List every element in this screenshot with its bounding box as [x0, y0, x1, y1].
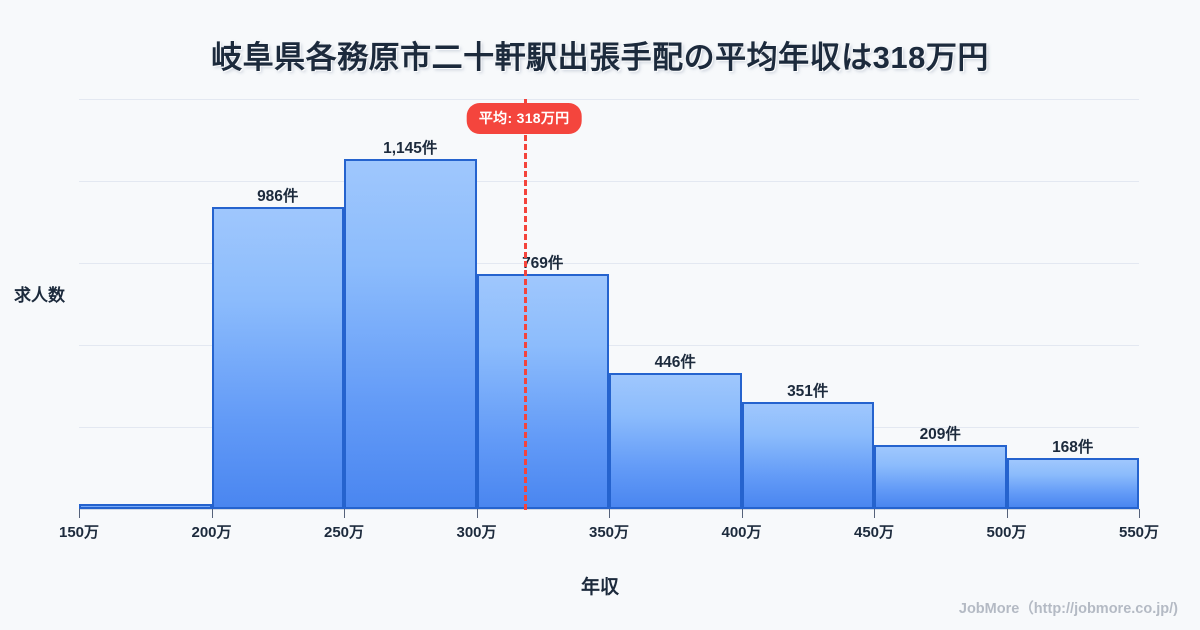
average-line [524, 99, 528, 510]
bar[interactable] [1006, 457, 1139, 509]
x-axis-tick [1139, 509, 1140, 518]
x-axis-tick [211, 509, 213, 518]
gridline [79, 99, 1139, 100]
bar[interactable] [211, 207, 344, 509]
gridline [79, 345, 1139, 346]
average-badge: 平均: 318万円 [466, 103, 582, 134]
x-axis-tick-label: 350万 [588, 524, 630, 541]
gridline [79, 181, 1139, 182]
x-axis-tick [609, 509, 610, 518]
bar[interactable] [874, 445, 1007, 509]
bar-value-label: 769件 [522, 254, 564, 272]
x-axis-tick [79, 509, 80, 518]
bar-value-label: 209件 [919, 426, 961, 444]
x-axis-tick-label: 200万 [191, 524, 232, 541]
bar[interactable] [344, 158, 477, 509]
x-axis-title: 年収 [580, 577, 619, 598]
x-axis-tick-label: 550万 [1118, 524, 1160, 541]
bar[interactable] [79, 503, 212, 509]
page-title: 岐阜県各務原市二十軒駅出張手配の平均年収は318万円 [211, 40, 989, 75]
bar[interactable] [609, 372, 742, 509]
gridline [79, 263, 1139, 264]
x-axis-tick-label: 150万 [58, 524, 100, 541]
x-axis-tick [874, 509, 875, 518]
watermark: JobMore（http://jobmore.co.jp/) [958, 601, 1178, 617]
bar-value-label: 986件 [257, 188, 299, 206]
x-axis-tick-label: 450万 [853, 524, 895, 541]
bar-value-label: 351件 [787, 382, 829, 400]
x-axis-tick [741, 509, 743, 518]
bar-value-label: 168件 [1052, 438, 1094, 456]
x-axis-tick-label: 300万 [456, 524, 497, 541]
bar[interactable] [476, 273, 609, 509]
x-axis-tick-label: 250万 [323, 524, 365, 541]
bar-value-label: 446件 [654, 353, 696, 371]
x-axis-tick [1006, 509, 1008, 518]
bar[interactable] [741, 401, 874, 509]
x-axis-tick-label: 500万 [986, 524, 1027, 541]
y-axis-title: 求人数 [14, 286, 65, 305]
bar-value-label: 1,145件 [383, 139, 438, 157]
x-axis-tick-label: 400万 [721, 524, 762, 541]
x-axis-tick [344, 509, 345, 518]
x-axis-tick [476, 509, 478, 518]
